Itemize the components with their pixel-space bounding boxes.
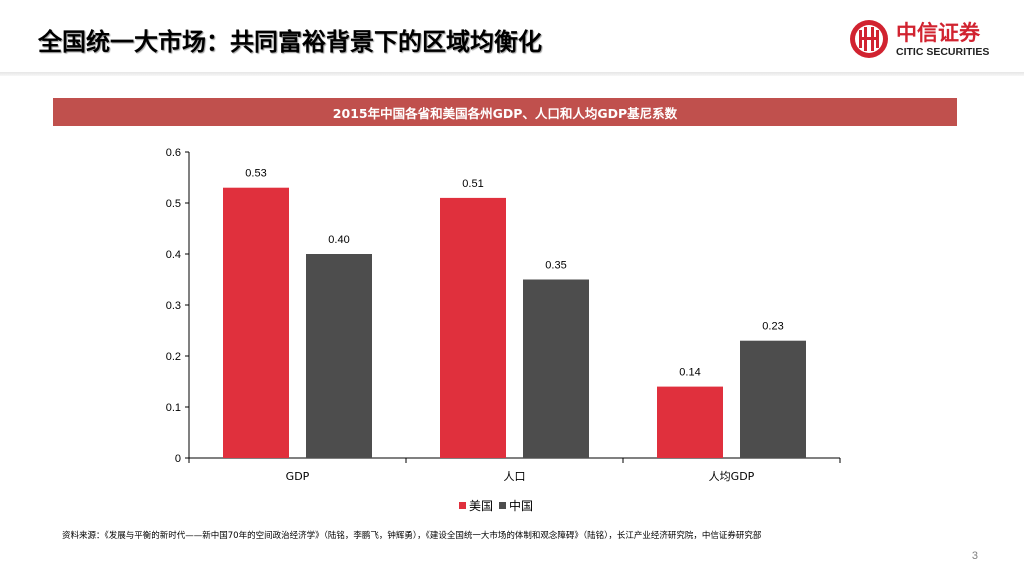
y-tick-label: 0.5 xyxy=(166,198,181,210)
legend-item-us: 美国 xyxy=(459,497,493,514)
bar-us xyxy=(657,386,723,458)
y-tick-label: 0.1 xyxy=(166,402,181,414)
y-tick-label: 0.2 xyxy=(166,351,181,363)
header-divider xyxy=(0,72,1024,76)
x-category-label: 人均GDP xyxy=(709,470,755,483)
company-logo: 中信证券 CITIC SECURITIES xyxy=(848,17,998,61)
legend-swatch-china xyxy=(499,502,507,509)
data-label-us: 0.53 xyxy=(245,168,266,180)
data-label-china: 0.23 xyxy=(762,321,783,333)
page-title: 全国统一大市场：共同富裕背景下的区域均衡化 xyxy=(38,28,542,56)
citic-logo-icon xyxy=(850,20,888,58)
bar-china xyxy=(523,279,589,458)
y-tick-label: 0.4 xyxy=(166,249,181,261)
logo-name-cn: 中信证券 xyxy=(896,21,980,45)
chart-legend: 美国 中国 xyxy=(459,497,539,514)
x-category-label: GDP xyxy=(286,470,310,483)
source-note: 资料来源：《发展与平衡的新时代——新中国70年的空间政治经济学》（陆铭，李鹏飞，… xyxy=(62,531,762,541)
chart-title-banner: 2015年中国各省和美国各州GDP、人口和人均GDP基尼系数 xyxy=(53,98,957,126)
bar-china xyxy=(306,254,372,458)
y-tick-label: 0.3 xyxy=(166,300,181,312)
x-category-label: 人口 xyxy=(504,470,526,483)
legend-item-china: 中国 xyxy=(499,497,533,514)
data-label-china: 0.35 xyxy=(545,260,566,272)
y-tick-label: 0 xyxy=(175,453,181,465)
logo-name-en: CITIC SECURITIES xyxy=(896,46,990,58)
y-tick-label: 0.6 xyxy=(166,147,181,159)
bar-us xyxy=(440,197,506,458)
bar-us xyxy=(223,187,289,458)
data-label-us: 0.14 xyxy=(679,367,700,379)
data-label-china: 0.40 xyxy=(328,234,349,246)
bar-china xyxy=(740,340,806,458)
data-label-us: 0.51 xyxy=(462,178,483,190)
legend-label-china: 中国 xyxy=(509,499,534,513)
legend-label-us: 美国 xyxy=(469,499,494,513)
legend-swatch-us xyxy=(459,502,466,509)
page-number: 3 xyxy=(971,550,978,562)
